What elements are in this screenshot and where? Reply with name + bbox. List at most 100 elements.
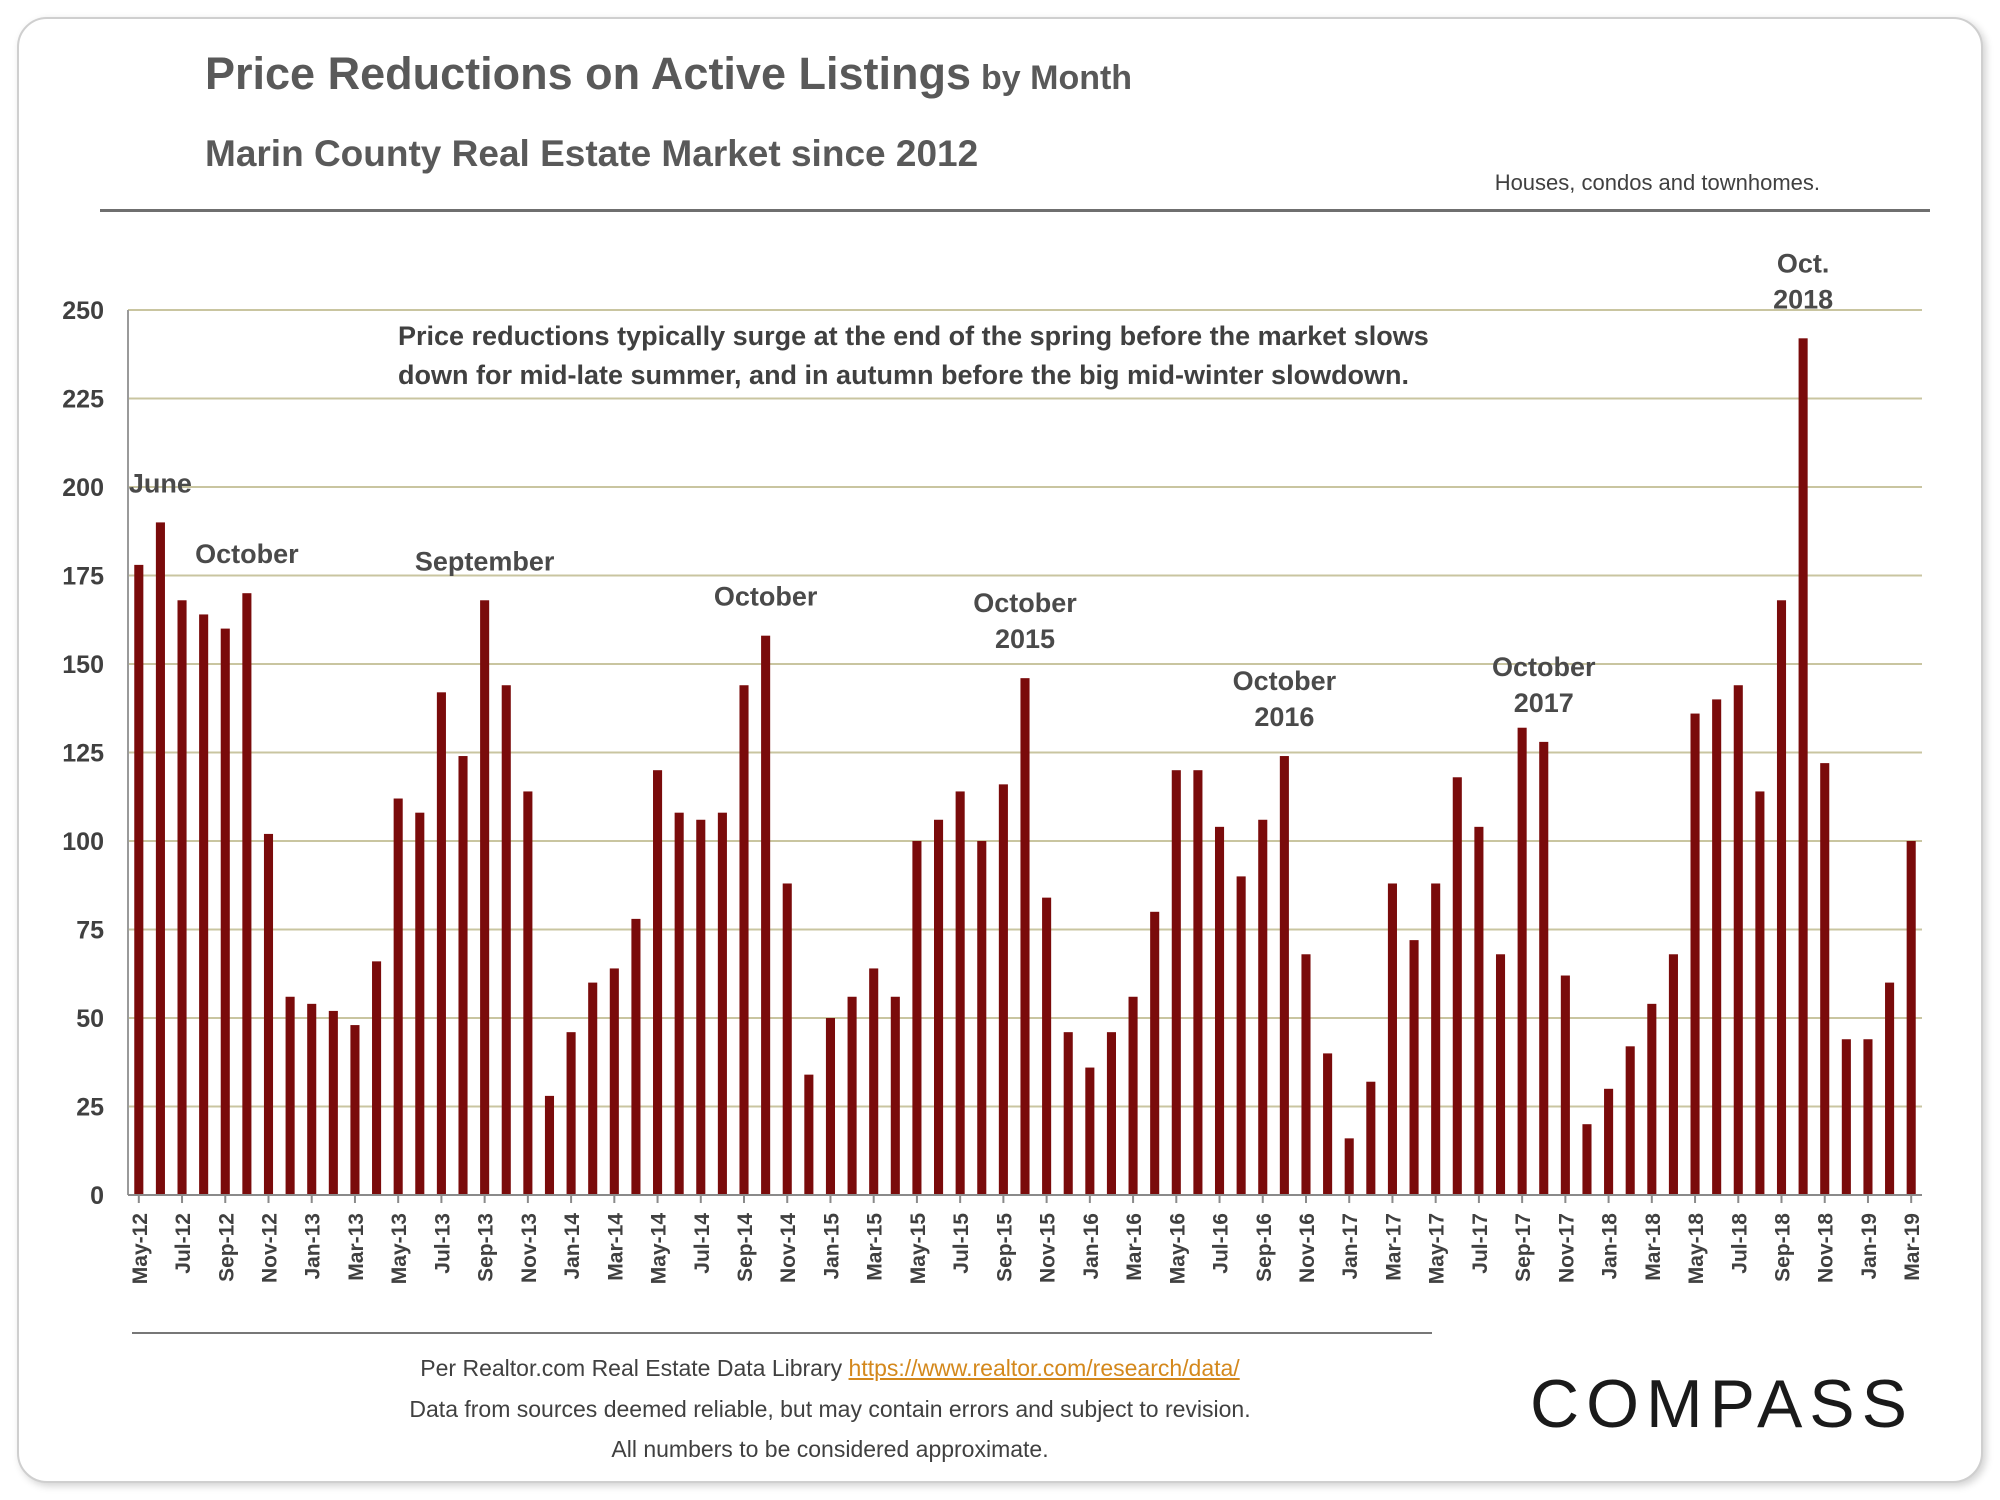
x-tick-label: Jul-18 [1728, 1213, 1751, 1274]
bar-Aug-17 [1495, 954, 1506, 1195]
bar-Apr-15 [890, 996, 900, 1195]
bar-Mar-16 [1128, 996, 1138, 1195]
x-tick-label: Mar-18 [1642, 1213, 1665, 1281]
x-tick-label: Mar-13 [345, 1213, 368, 1281]
bar-Sep-18 [1776, 600, 1787, 1195]
callout-line-1: Price reductions typically surge at the … [398, 321, 1429, 351]
bar-Jun-18 [1712, 699, 1722, 1195]
bar-Oct-18 [1798, 338, 1808, 1195]
bar-Mar-19 [1906, 841, 1916, 1195]
bar-Jul-16 [1214, 826, 1225, 1195]
bar-Mar-13 [350, 1025, 360, 1195]
bar-Jan-18 [1604, 1088, 1614, 1195]
bar-Dec-17 [1582, 1124, 1592, 1195]
bar-May-17 [1431, 883, 1441, 1195]
bar-Oct-16 [1279, 756, 1289, 1195]
bar-Mar-17 [1387, 883, 1397, 1195]
bar-Oct-17 [1539, 741, 1549, 1195]
x-tick-label: Jul-16 [1210, 1213, 1233, 1274]
footer-divider [132, 1332, 1432, 1334]
bar-Jul-17 [1474, 826, 1484, 1195]
bar-Feb-15 [847, 996, 857, 1195]
bar-Apr-14 [631, 918, 641, 1195]
bar-Sep-17 [1517, 727, 1527, 1195]
peak-annotations: June October September October October 2015 Oc… [129, 248, 1833, 732]
bar-Feb-14 [588, 982, 598, 1195]
bar-Jan-13 [307, 1003, 317, 1195]
x-tick-label: Jan-14 [561, 1213, 584, 1280]
bar-Nov-16 [1301, 954, 1311, 1195]
bar-Mar-15 [869, 968, 879, 1195]
x-tick-label: Sep-17 [1512, 1213, 1535, 1282]
bar-Apr-16 [1150, 911, 1160, 1195]
x-tick-label: Sep-12 [215, 1213, 238, 1282]
annotation-label: 2018 [1773, 284, 1833, 314]
bar-Jul-18 [1733, 685, 1743, 1195]
source-link[interactable]: https://www.realtor.com/research/data/ [848, 1355, 1240, 1381]
bar-Dec-18 [1841, 1039, 1851, 1195]
bar-Nov-18 [1820, 763, 1830, 1195]
callout-line-2: down for mid-late summer, and in autumn … [398, 360, 1409, 390]
annotation-label: 2015 [995, 624, 1055, 654]
x-tick-label: Nov-12 [258, 1213, 281, 1283]
x-tick-label: Sep-14 [734, 1213, 757, 1282]
bar-Jun-15 [934, 819, 944, 1195]
y-tick-label: 175 [62, 563, 104, 591]
bar-Nov-15 [1042, 897, 1052, 1195]
bar-Sep-14 [739, 685, 749, 1195]
x-axis [128, 1194, 1922, 1203]
bar-Feb-17 [1366, 1081, 1376, 1195]
x-axis-labels: May-12 Jul-12 Sep-12 Nov-12 Jan-13 Mar-13 May-… [129, 1213, 1924, 1285]
bar-Mar-14 [609, 968, 619, 1195]
bar-Sep-13 [480, 600, 490, 1195]
y-tick-label: 100 [62, 828, 104, 856]
source-line: Per Realtor.com Real Estate Data Library… [130, 1355, 1530, 1382]
disclaimer-line-2: All numbers to be considered approximate… [611, 1436, 1049, 1462]
annotation-label: October [1492, 652, 1596, 682]
bar-Nov-14 [782, 883, 792, 1195]
x-tick-label: Mar-17 [1382, 1213, 1405, 1281]
bar-May-18 [1690, 713, 1700, 1195]
bar-Dec-13 [544, 1095, 555, 1195]
annotation-label: Oct. [1777, 248, 1830, 278]
annotation-label: 2016 [1254, 702, 1314, 732]
y-axis-labels: 0 25 50 75 100 125 150 175 200 225 250 [62, 297, 104, 1210]
bar-Aug-15 [977, 841, 987, 1195]
x-tick-label: Sep-18 [1772, 1213, 1795, 1282]
compass-logo: COMPASS [1530, 1366, 1915, 1442]
x-tick-label: Jan-18 [1599, 1213, 1622, 1280]
bar-May-14 [653, 770, 663, 1195]
x-tick-label: Nov-13 [518, 1213, 541, 1283]
x-tick-label: Sep-15 [993, 1213, 1016, 1282]
bar-Aug-14 [717, 812, 727, 1195]
bar-May-15 [912, 841, 922, 1195]
y-tick-label: 125 [62, 740, 104, 768]
x-tick-label: Nov-16 [1296, 1213, 1319, 1283]
y-tick-label: 50 [76, 1005, 104, 1033]
y-tick-label: 75 [76, 917, 104, 945]
chart-subtitle: Marin County Real Estate Market since 20… [205, 133, 979, 174]
bar-May-12 [134, 564, 144, 1195]
bar-Jun-13 [415, 812, 425, 1195]
bar-Jul-13 [436, 692, 446, 1195]
bar-Jan-15 [825, 1018, 836, 1195]
annotation-label: October [714, 582, 818, 612]
bar-Nov-12 [263, 833, 274, 1195]
x-tick-label: Jul-14 [691, 1213, 714, 1274]
bar-May-16 [1171, 770, 1181, 1195]
bar-Nov-17 [1560, 975, 1570, 1195]
bar-Aug-16 [1236, 876, 1246, 1195]
y-tick-label: 25 [76, 1094, 104, 1122]
bar-Apr-17 [1409, 940, 1419, 1195]
title-main: Price Reductions on Active Listings [205, 48, 971, 99]
bar-Aug-18 [1755, 791, 1765, 1195]
annotation-label: 2017 [1514, 688, 1574, 718]
x-tick-label: Mar-19 [1901, 1213, 1924, 1281]
bar-Feb-16 [1106, 1032, 1116, 1195]
bar-Apr-13 [372, 961, 382, 1195]
x-tick-label: Jan-16 [1080, 1213, 1103, 1280]
bar-Dec-15 [1063, 1032, 1073, 1195]
bar-Sep-12 [220, 628, 230, 1195]
x-tick-label: Jan-17 [1339, 1213, 1362, 1280]
bar-Jun-12 [155, 522, 165, 1195]
